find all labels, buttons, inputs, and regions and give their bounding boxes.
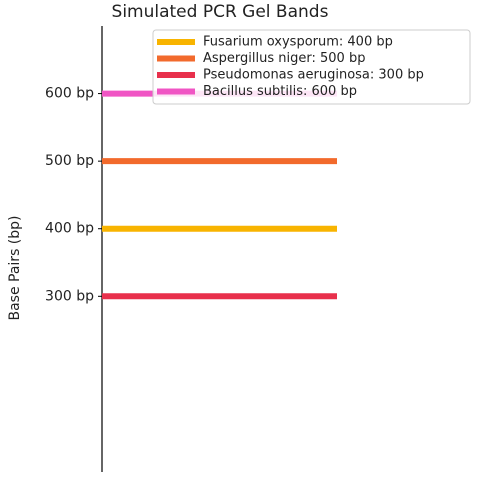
legend-label: Fusarium oxysporum: 400 bp bbox=[203, 35, 393, 50]
y-tick-label: 400 bp bbox=[45, 221, 94, 237]
y-axis-label: Base Pairs (bp) bbox=[7, 215, 23, 320]
chart-title: Simulated PCR Gel Bands bbox=[112, 2, 329, 22]
legend-box bbox=[152, 29, 471, 105]
legend-label: Pseudomonas aeruginosa: 300 bp bbox=[203, 68, 424, 83]
legend-label: Aspergillus niger: 500 bp bbox=[203, 51, 365, 66]
y-tick-label: 500 bp bbox=[45, 153, 94, 169]
y-tick-label: 600 bp bbox=[45, 86, 94, 102]
y-tick-label: 300 bp bbox=[45, 288, 94, 304]
legend-label: Bacillus subtilis: 600 bp bbox=[203, 84, 357, 99]
